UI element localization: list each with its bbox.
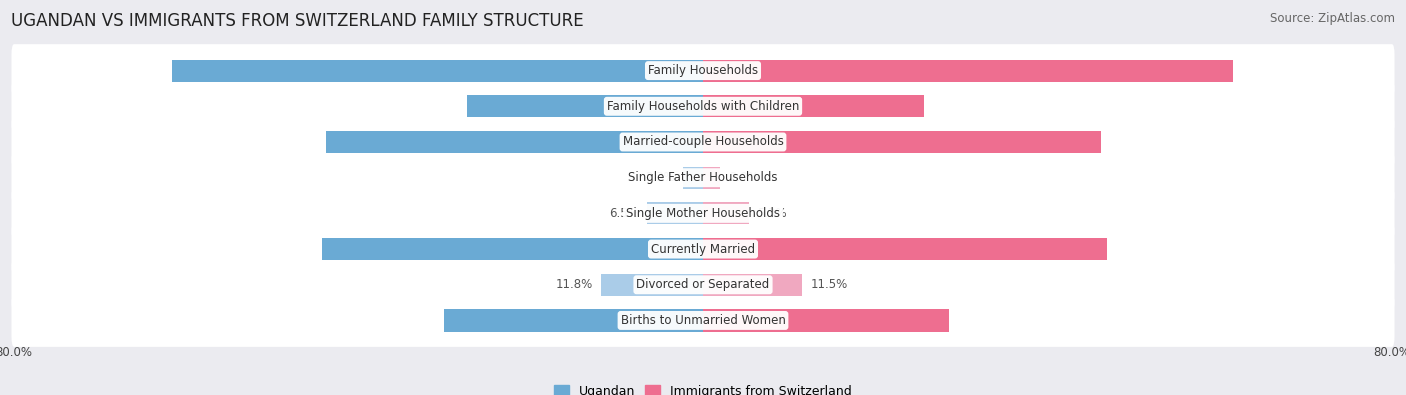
- FancyBboxPatch shape: [11, 187, 1395, 240]
- Text: UGANDAN VS IMMIGRANTS FROM SWITZERLAND FAMILY STRUCTURE: UGANDAN VS IMMIGRANTS FROM SWITZERLAND F…: [11, 12, 583, 30]
- Text: 11.5%: 11.5%: [811, 278, 848, 291]
- Bar: [647, 202, 703, 224]
- Text: Family Households with Children: Family Households with Children: [607, 100, 799, 113]
- Bar: [322, 238, 703, 260]
- Text: 61.7%: 61.7%: [31, 64, 72, 77]
- Text: Family Households: Family Households: [648, 64, 758, 77]
- Text: 6.5%: 6.5%: [609, 207, 638, 220]
- Bar: [683, 167, 703, 189]
- Bar: [703, 238, 1107, 260]
- Bar: [602, 274, 703, 296]
- Text: 43.8%: 43.8%: [31, 135, 72, 149]
- FancyBboxPatch shape: [11, 294, 1395, 347]
- Text: 30.1%: 30.1%: [31, 314, 72, 327]
- Text: 46.2%: 46.2%: [1334, 135, 1375, 149]
- Bar: [703, 274, 801, 296]
- Bar: [444, 309, 703, 331]
- Text: 46.9%: 46.9%: [1334, 243, 1375, 256]
- Legend: Ugandan, Immigrants from Switzerland: Ugandan, Immigrants from Switzerland: [548, 380, 858, 395]
- FancyBboxPatch shape: [11, 223, 1395, 275]
- Bar: [703, 309, 949, 331]
- Text: Currently Married: Currently Married: [651, 243, 755, 256]
- Text: 27.4%: 27.4%: [31, 100, 72, 113]
- FancyBboxPatch shape: [11, 258, 1395, 311]
- Bar: [172, 60, 703, 82]
- Text: 44.2%: 44.2%: [31, 243, 72, 256]
- Text: 2.3%: 2.3%: [645, 171, 675, 184]
- Bar: [467, 95, 703, 117]
- Text: Source: ZipAtlas.com: Source: ZipAtlas.com: [1270, 12, 1395, 25]
- Bar: [703, 95, 924, 117]
- FancyBboxPatch shape: [11, 44, 1395, 97]
- Text: Single Father Households: Single Father Households: [628, 171, 778, 184]
- Text: 11.8%: 11.8%: [555, 278, 593, 291]
- Text: Divorced or Separated: Divorced or Separated: [637, 278, 769, 291]
- Text: 28.6%: 28.6%: [1334, 314, 1375, 327]
- FancyBboxPatch shape: [11, 116, 1395, 168]
- Text: Single Mother Households: Single Mother Households: [626, 207, 780, 220]
- Bar: [703, 60, 1233, 82]
- Text: 2.0%: 2.0%: [728, 171, 759, 184]
- Bar: [703, 167, 720, 189]
- FancyBboxPatch shape: [11, 151, 1395, 204]
- Text: 25.7%: 25.7%: [1334, 100, 1375, 113]
- Text: Married-couple Households: Married-couple Households: [623, 135, 783, 149]
- Text: 5.3%: 5.3%: [758, 207, 787, 220]
- Bar: [326, 131, 703, 153]
- Text: 61.6%: 61.6%: [1334, 64, 1375, 77]
- Text: Births to Unmarried Women: Births to Unmarried Women: [620, 314, 786, 327]
- Bar: [703, 131, 1101, 153]
- FancyBboxPatch shape: [11, 80, 1395, 133]
- Bar: [703, 202, 748, 224]
